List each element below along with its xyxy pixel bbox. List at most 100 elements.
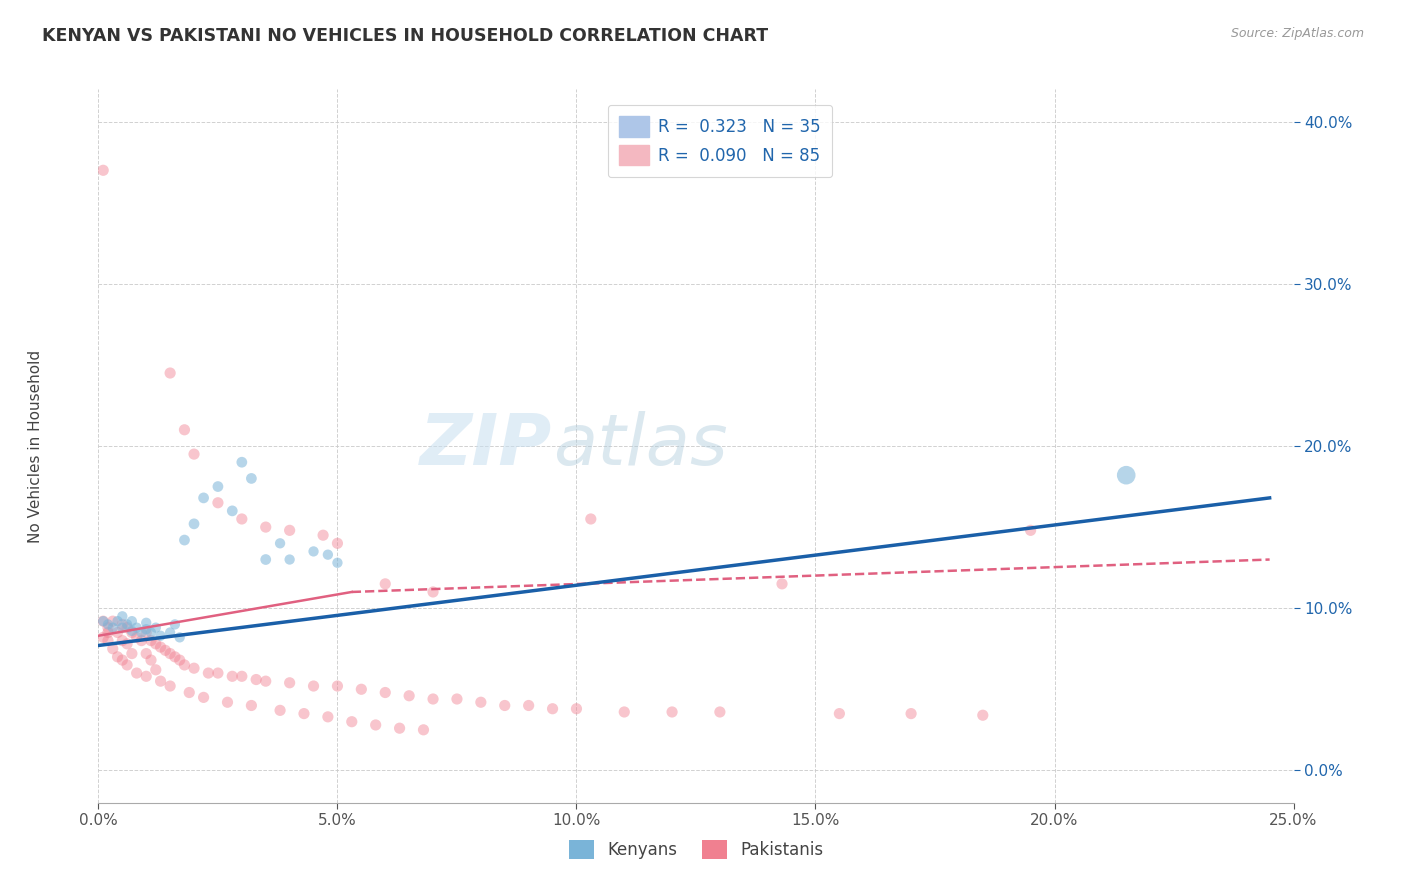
Point [613, 705, 636, 719]
Point [316, 548, 339, 562]
Point [97, 621, 120, 635]
Point [131, 633, 153, 648]
Point [254, 674, 277, 689]
Point [221, 504, 243, 518]
Point [470, 695, 492, 709]
Point [374, 577, 396, 591]
Point [139, 633, 162, 648]
Text: ZIP: ZIP [420, 411, 553, 481]
Point [159, 647, 181, 661]
Point [139, 653, 162, 667]
Point [149, 674, 172, 689]
Point [97, 617, 120, 632]
Point [115, 617, 138, 632]
Point [159, 625, 181, 640]
Point [125, 621, 148, 635]
Point [125, 666, 148, 681]
Point [326, 679, 349, 693]
Point [316, 710, 339, 724]
Point [91, 614, 114, 628]
Point [107, 614, 129, 628]
Point [135, 615, 157, 630]
Point [254, 520, 277, 534]
Point [111, 633, 134, 648]
Legend: Kenyans, Pakistanis: Kenyans, Pakistanis [562, 834, 830, 866]
Point [183, 661, 205, 675]
Point [183, 447, 205, 461]
Point [163, 617, 186, 632]
Point [446, 692, 468, 706]
Point [388, 721, 411, 735]
Point [91, 631, 114, 645]
Point [541, 702, 564, 716]
Point [221, 669, 243, 683]
Point [709, 705, 731, 719]
Point [312, 528, 335, 542]
Point [207, 496, 229, 510]
Point [159, 679, 181, 693]
Point [1115, 468, 1137, 483]
Point [972, 708, 994, 723]
Point [121, 625, 143, 640]
Point [179, 685, 201, 699]
Point [245, 673, 267, 687]
Point [269, 536, 291, 550]
Point [91, 614, 114, 628]
Point [101, 641, 124, 656]
Point [111, 609, 134, 624]
Point [269, 703, 291, 717]
Point [135, 647, 157, 661]
Point [155, 643, 177, 657]
Point [197, 666, 219, 681]
Point [412, 723, 434, 737]
Point [494, 698, 516, 713]
Point [828, 706, 851, 721]
Point [131, 625, 153, 640]
Point [326, 536, 349, 550]
Point [565, 702, 588, 716]
Point [422, 692, 444, 706]
Point [240, 698, 263, 713]
Point [97, 625, 120, 640]
Point [121, 614, 143, 628]
Point [240, 471, 263, 485]
Point [326, 556, 349, 570]
Point [101, 614, 124, 628]
Point [231, 455, 253, 469]
Point [135, 622, 157, 636]
Point [91, 163, 114, 178]
Point [101, 621, 124, 635]
Point [169, 653, 191, 667]
Text: atlas: atlas [553, 411, 727, 481]
Point [278, 552, 301, 566]
Text: Source: ZipAtlas.com: Source: ZipAtlas.com [1230, 27, 1364, 40]
Point [149, 629, 172, 643]
Point [231, 512, 253, 526]
Point [149, 640, 172, 654]
Point [139, 625, 162, 640]
Point [770, 577, 793, 591]
Point [302, 679, 325, 693]
Point [207, 479, 229, 493]
Point [661, 705, 683, 719]
Point [145, 637, 167, 651]
Point [173, 657, 195, 672]
Point [1019, 524, 1042, 538]
Point [900, 706, 922, 721]
Point [163, 649, 186, 664]
Point [173, 533, 195, 547]
Point [115, 637, 138, 651]
Point [292, 706, 315, 721]
Point [422, 585, 444, 599]
Point [125, 631, 148, 645]
Point [364, 718, 387, 732]
Point [121, 647, 143, 661]
Point [145, 663, 167, 677]
Point [398, 689, 420, 703]
Point [121, 624, 143, 638]
Text: No Vehicles in Household: No Vehicles in Household [28, 350, 42, 542]
Point [135, 625, 157, 640]
Point [254, 552, 277, 566]
Point [111, 617, 134, 632]
Point [278, 524, 301, 538]
